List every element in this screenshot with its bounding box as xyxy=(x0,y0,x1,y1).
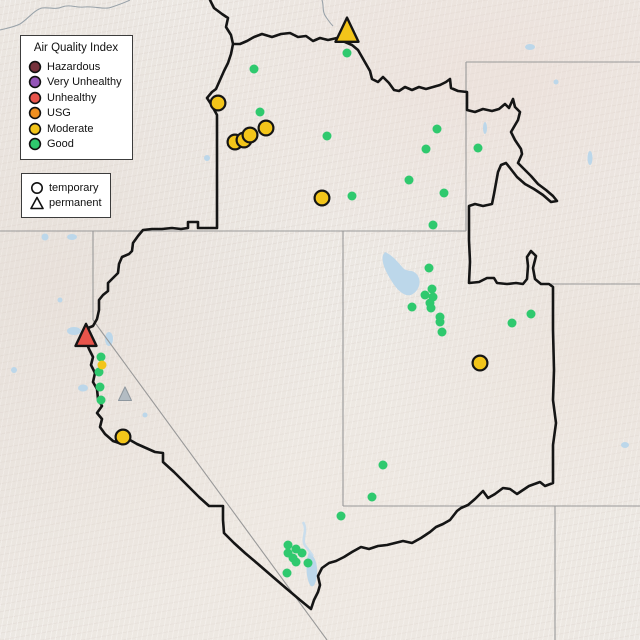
legend-item-label: Moderate xyxy=(47,122,94,135)
legend-item-unhealthy: Unhealthy xyxy=(28,90,124,106)
aqi-marker-temporary-small xyxy=(322,131,332,141)
lake xyxy=(11,367,17,373)
aqi-marker-temporary xyxy=(313,189,331,207)
aqi-marker-permanent xyxy=(118,386,132,402)
legend-item-label: permanent xyxy=(49,197,102,210)
lake xyxy=(41,233,49,241)
lake xyxy=(105,332,113,346)
lake xyxy=(525,44,535,50)
aqi-marker-temporary xyxy=(241,126,259,144)
aqi-marker-temporary-small xyxy=(404,175,414,185)
legend-item-moderate: Moderate xyxy=(28,121,124,137)
lake xyxy=(142,412,148,418)
aqi-marker-temporary-small xyxy=(432,124,442,134)
lake xyxy=(78,384,88,392)
aqi-marker-temporary xyxy=(257,119,275,137)
great-basin-boundary xyxy=(83,0,559,611)
aqi-marker-temporary-small xyxy=(435,317,445,327)
aqi-marker-temporary-small xyxy=(283,540,293,550)
lake xyxy=(67,327,81,335)
aqi-marker-temporary-small xyxy=(347,191,357,201)
aqi-marker-permanent xyxy=(74,322,98,348)
temporary-markers-large xyxy=(114,94,489,446)
aqi-marker-temporary-small xyxy=(249,64,259,74)
lake xyxy=(204,155,210,161)
aqi-marker-temporary-small xyxy=(437,327,447,337)
lake xyxy=(587,151,593,165)
legend-item-very-unhealthy: Very Unhealthy xyxy=(28,75,124,91)
permanent-triangle-icon xyxy=(30,196,44,210)
lakes xyxy=(11,41,629,587)
aqi-marker-temporary-small xyxy=(427,284,437,294)
legend-item-label: Hazardous xyxy=(47,60,101,73)
aqi-marker-temporary-small xyxy=(303,558,313,568)
aqi-marker-temporary-small xyxy=(282,568,292,578)
aqi-marker-temporary-small xyxy=(255,107,265,117)
aqi-marker-temporary-small xyxy=(420,290,430,300)
legend-item-label: temporary xyxy=(49,181,99,194)
good-swatch-icon xyxy=(28,138,42,151)
river xyxy=(301,521,314,557)
aqi-marker-temporary-small xyxy=(297,548,307,558)
lake xyxy=(382,252,420,296)
aqi-marker-permanent xyxy=(334,16,360,43)
legend-item-label: Unhealthy xyxy=(47,91,97,104)
station-type-legend: temporary permanent xyxy=(21,173,111,218)
aqi-marker-temporary-small xyxy=(97,360,107,370)
lake xyxy=(483,122,487,134)
aqi-marker-temporary-small xyxy=(426,303,436,313)
aqi-legend-title: Air Quality Index xyxy=(33,42,119,54)
lake xyxy=(67,234,77,240)
legend-item-hazardous: Hazardous xyxy=(28,59,124,75)
aqi-marker-temporary-small xyxy=(428,220,438,230)
temporary-circle-icon xyxy=(31,181,43,194)
legend-item-label: USG xyxy=(47,107,71,120)
moderate-swatch-icon xyxy=(28,122,42,135)
legend-item-label: Very Unhealthy xyxy=(47,76,122,89)
aqi-marker-temporary-small xyxy=(94,367,104,377)
aqi-marker-temporary-small xyxy=(95,382,105,392)
permanent-markers xyxy=(74,16,360,402)
aqi-marker-temporary xyxy=(114,428,132,446)
aqi-marker-temporary-small xyxy=(473,143,483,153)
aqi-marker-temporary-small xyxy=(378,460,388,470)
aqi-marker-temporary-small xyxy=(439,188,449,198)
aqi-marker-temporary-small xyxy=(526,309,536,319)
aqi-marker-temporary-small xyxy=(336,511,346,521)
legend-item-usg: USG xyxy=(28,106,124,122)
legend-item-permanent: permanent xyxy=(30,196,102,212)
river-line xyxy=(321,0,334,27)
aqi-marker-temporary-small xyxy=(424,263,434,273)
unhealthy-swatch-icon xyxy=(28,91,42,104)
river-line xyxy=(0,0,131,31)
aqi-marker-temporary-small xyxy=(407,302,417,312)
state-line xyxy=(92,319,328,640)
usg-swatch-icon xyxy=(28,107,42,120)
aqi-marker-temporary-small xyxy=(421,144,431,154)
lake xyxy=(306,552,318,587)
hazardous-swatch-icon xyxy=(28,60,42,73)
aqi-marker-temporary-small xyxy=(342,48,352,58)
aqi-marker-temporary-small xyxy=(291,557,301,567)
temporary-markers-small xyxy=(94,48,536,578)
aqi-marker-temporary-small xyxy=(96,352,106,362)
legend-item-label: Good xyxy=(47,138,74,151)
aqi-marker-temporary-small xyxy=(367,492,377,502)
lake xyxy=(553,79,559,85)
legend-item-good: Good xyxy=(28,137,124,153)
aqi-marker-temporary xyxy=(209,94,227,112)
lake xyxy=(621,442,629,448)
aqi-marker-temporary xyxy=(471,354,489,372)
aqi-marker-temporary-small xyxy=(96,395,106,405)
lake xyxy=(57,297,63,303)
legend-item-temporary: temporary xyxy=(30,180,102,196)
aqi-legend: Air Quality Index Hazardous Very Unhealt… xyxy=(20,35,133,160)
aqi-marker-temporary-small xyxy=(507,318,517,328)
very-unhealthy-swatch-icon xyxy=(28,76,42,89)
